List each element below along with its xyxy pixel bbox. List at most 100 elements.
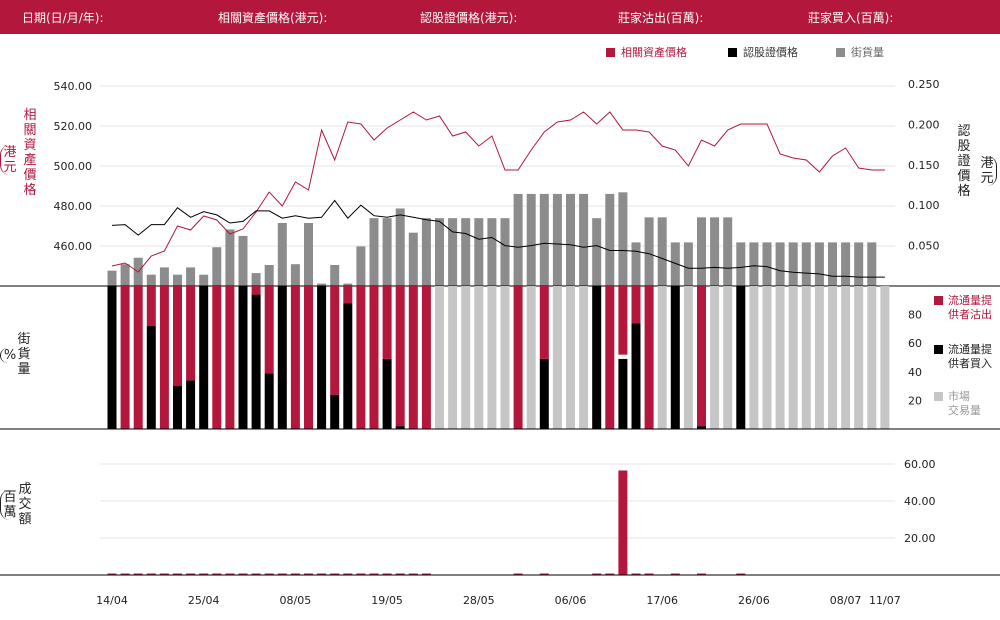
outstanding-bar (277, 223, 287, 286)
x-tick-label: 08/07 (830, 594, 862, 607)
turnover-bar (697, 573, 706, 575)
header-date-label: 日期(日/月/年): (22, 11, 104, 25)
outstanding-bar (631, 242, 641, 286)
outstanding-bar (736, 242, 746, 286)
outstanding-bar (290, 264, 300, 286)
turnover-bar (225, 573, 235, 575)
turnover-bar (159, 573, 169, 575)
turnover-bar (120, 573, 130, 575)
header-underlying-label: 相關資產價格(港元): (218, 11, 328, 25)
outstanding-bar (657, 217, 667, 286)
lp-sell-bar (395, 286, 405, 427)
lp-sell-bar (605, 286, 615, 429)
outstanding-bar (369, 218, 379, 286)
outstanding-bar (408, 232, 418, 286)
share-tick-label: 80 (908, 309, 922, 322)
market-share-bar (526, 286, 536, 429)
market-share-bar (552, 286, 562, 429)
lp-sell-bar (618, 286, 628, 355)
turnover-bar (670, 573, 680, 575)
turnover-bar (605, 573, 615, 575)
lp-sell-bar (697, 286, 706, 427)
outstanding-bar (356, 246, 366, 286)
underlying-axis-unit: 港 元 (0, 145, 18, 175)
lp-sell-bar (644, 286, 654, 429)
outstanding-bar (435, 218, 444, 286)
lp-buy-bar (264, 373, 274, 429)
warrant-axis-title-char: 證 (957, 154, 971, 169)
underlying-axis-title-char: 關 (23, 123, 37, 138)
side-legend-lp-sell: 流通量提 供者沽出 (934, 294, 992, 322)
turnover-axis-title-char: 交 (18, 497, 32, 512)
x-tick-label: 25/04 (188, 594, 220, 607)
market-share-bar (775, 286, 785, 429)
turnover-bar (133, 573, 143, 575)
outstanding-bar (461, 218, 471, 286)
outstanding-bar (618, 192, 628, 286)
underlying-axis-unit-char: 港 (3, 145, 17, 160)
market-share-bar (762, 286, 772, 429)
turnover-bar (264, 573, 274, 575)
market-share-bar (500, 286, 510, 429)
lp-buy-bar (199, 286, 209, 429)
lp-buy-bar (146, 326, 156, 429)
turnover-bar (369, 573, 379, 575)
turnover-bar (631, 573, 641, 575)
share-axis-title-char: 街 (17, 332, 31, 347)
warrant-tick-label: 0.050 (908, 240, 940, 253)
lp-buy-bar (539, 358, 549, 429)
outstanding-bar (697, 217, 706, 286)
turnover-bar (173, 573, 182, 575)
market-share-bar (710, 286, 720, 429)
header-bar: 日期(日/月/年): 相關資產價格(港元): 認股證價格(港元): 莊家沽出(百… (0, 0, 1000, 34)
turnover-bar (330, 573, 340, 575)
lp-sell-bar (159, 286, 169, 429)
lp-sell-bar (330, 286, 340, 395)
turnover-bar (513, 573, 523, 575)
outstanding-bar (539, 193, 549, 286)
turnover-bar (277, 573, 287, 575)
turnover-bar (238, 573, 248, 575)
outstanding-bar (199, 274, 209, 286)
market-share-bar (749, 286, 759, 429)
outstanding-bar (670, 242, 680, 286)
lp-sell-bar (343, 286, 353, 304)
warrant-axis-unit: 港 元 (979, 156, 997, 186)
side-legend-market-label: 市場 交易量 (948, 390, 981, 417)
outstanding-bar (120, 264, 130, 286)
share-tick-label: 40 (908, 366, 922, 379)
lp-buy-bar (317, 286, 327, 429)
lp-sell-bar (146, 286, 156, 327)
outstanding-bar (566, 193, 575, 286)
legend-outstanding-label: 街貨量 (851, 46, 884, 59)
lp-buy-bar (238, 286, 248, 429)
outstanding-bar (841, 242, 851, 286)
lp-buy-bar (186, 380, 196, 429)
turnover-axis-title-char: 額 (18, 512, 32, 527)
outstanding-bar (814, 242, 824, 286)
market-share-bar (487, 286, 497, 429)
turnover-bar (290, 573, 300, 575)
warrant-axis-title-char: 認 (957, 124, 971, 139)
lp-sell-bar (120, 286, 130, 429)
x-tick-label: 19/05 (371, 594, 403, 607)
lp-sell-bar (304, 286, 313, 429)
outstanding-bar (212, 247, 222, 286)
lp-sell-bar (251, 286, 261, 295)
outstanding-bar (107, 270, 117, 286)
outstanding-bar (343, 283, 353, 286)
lp-buy-bar (670, 286, 680, 429)
underlying-tick-label: 500.00 (54, 160, 93, 173)
underlying-axis-title-char: 相 (23, 108, 37, 123)
x-tick-label: 17/06 (646, 594, 678, 607)
market-share-bar (723, 286, 733, 429)
market-share-bar (854, 286, 864, 429)
turnover-bar (356, 573, 366, 575)
lp-sell-bar (382, 286, 392, 359)
underlying-tick-label: 520.00 (54, 120, 93, 133)
lp-sell-bar (186, 286, 196, 381)
lp-sell-bar (631, 286, 641, 324)
outstanding-bar (264, 265, 274, 286)
turnover-bar (186, 573, 196, 575)
lp-buy-bar (631, 323, 641, 429)
